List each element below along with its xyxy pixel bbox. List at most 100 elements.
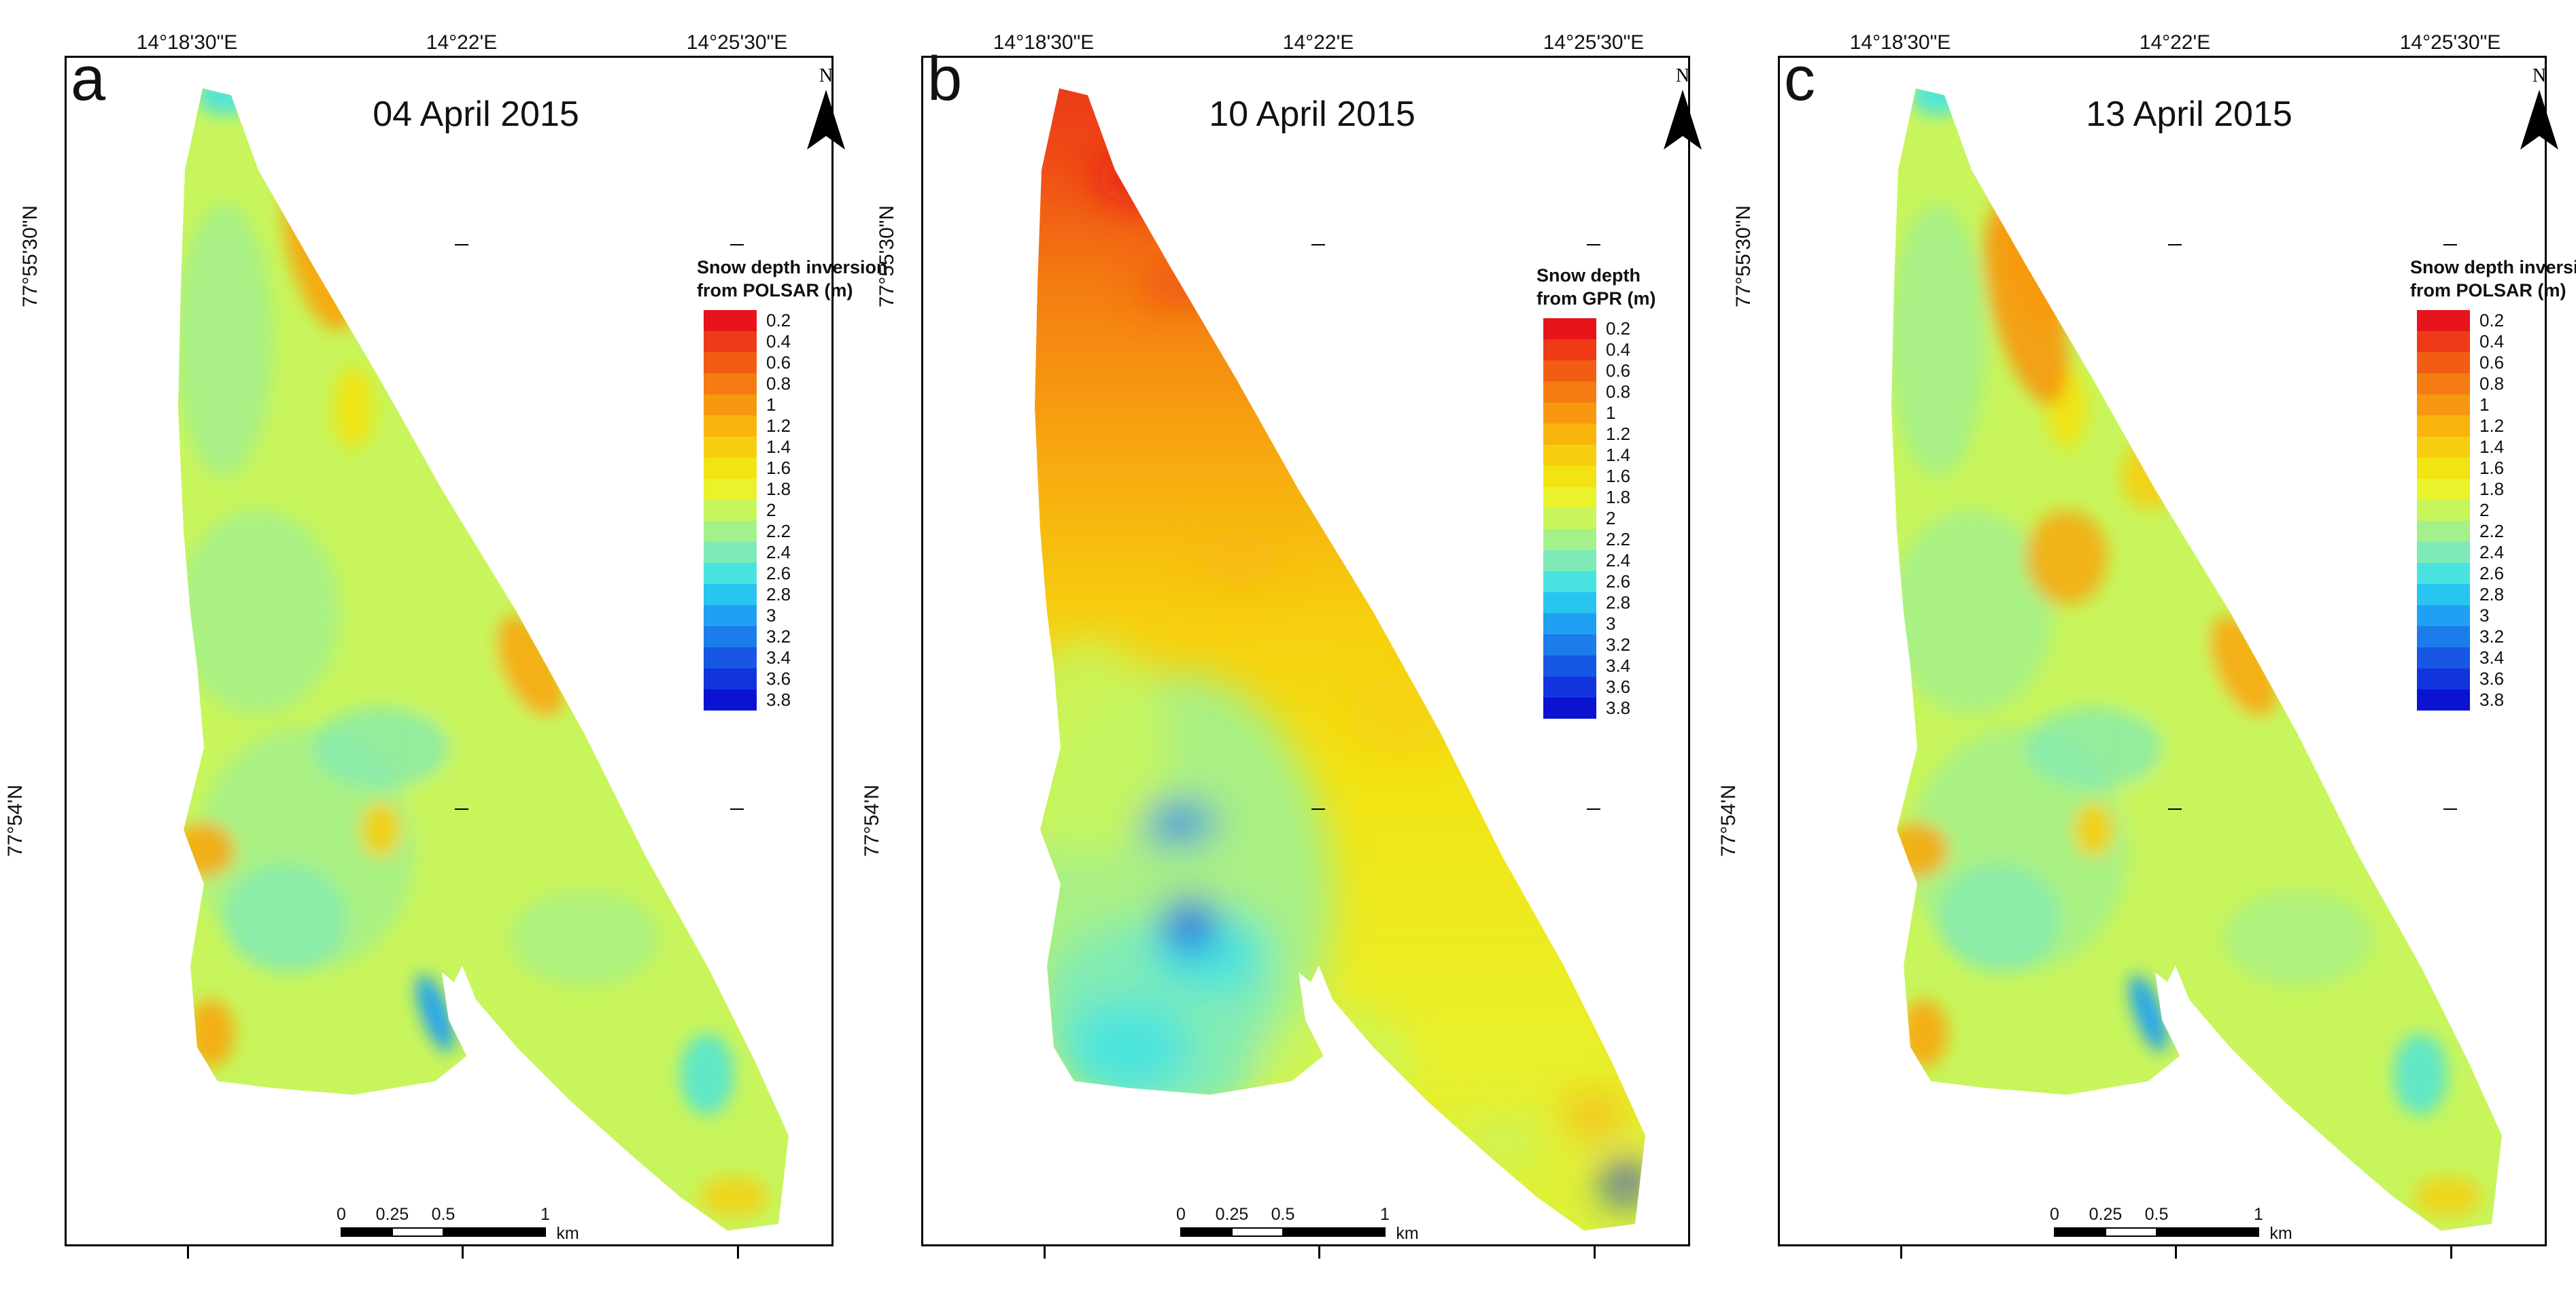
map-panel-c: 14°18'30"E 14°22'E 14°25'30"E 77°55'30"N 77°… — [1713, 0, 2576, 1296]
longitude-tick-mark — [1044, 1246, 1046, 1259]
legend-swatch: 0.8 — [704, 373, 791, 394]
legend-class-label: 1.8 — [766, 479, 791, 499]
legend-swatch: 3.4 — [2417, 647, 2504, 668]
legend-swatch: 0.6 — [704, 352, 791, 373]
legend-swatch: 2.8 — [1543, 592, 1630, 613]
legend-swatch: 1.8 — [1543, 487, 1630, 508]
longitude-tick-label: 14°18'30"E — [1849, 31, 1951, 54]
scale-segment — [2156, 1227, 2259, 1237]
scale-label: 0 — [1176, 1205, 1186, 1224]
depth-patch — [1067, 1000, 1190, 1095]
depth-patch — [1891, 510, 2053, 714]
depth-patch — [224, 864, 347, 972]
scale-label: 1 — [540, 1205, 550, 1224]
depth-patch — [2223, 891, 2373, 986]
scale-unit: km — [1396, 1224, 1419, 1243]
legend-swatch: 2.6 — [704, 563, 791, 584]
legend-class-label: 2.2 — [1606, 529, 1631, 549]
legend-swatch: 3 — [2417, 605, 2489, 626]
depth-patch — [1035, 639, 1169, 857]
longitude-tick-label: 14°22'E — [2139, 31, 2211, 54]
legend-class-label: 3.4 — [766, 647, 791, 668]
scale-label: 1 — [1380, 1205, 1390, 1224]
legend-color-ramp: 0.2 0.4 0.6 0.8 1 1.2 1.4 1.6 1.8 2 2.2 2.4 2.6 2.8 3 3… — [704, 310, 791, 711]
legend-swatch: 2 — [704, 500, 776, 521]
depth-patch — [178, 510, 340, 714]
latitude-tick-label: 77°55'30"N — [1693, 205, 1795, 307]
legend-class-label: 3.4 — [2479, 647, 2505, 668]
legend-title-line: Snow depth — [1536, 265, 1641, 286]
north-arrow-icon: N — [807, 65, 845, 150]
depth-patch — [2414, 1176, 2481, 1217]
scale-label: 0.25 — [2089, 1205, 2123, 1224]
depth-patch — [700, 1176, 768, 1217]
depth-patch — [2393, 1034, 2448, 1115]
legend-swatch: 2 — [2417, 500, 2489, 521]
north-arrow-shape — [807, 90, 845, 150]
legend-swatch: 1 — [704, 394, 776, 415]
legend-swatch: 1.2 — [704, 415, 791, 437]
scale-label: 0.25 — [1215, 1205, 1249, 1224]
legend-swatch: 3.2 — [2417, 626, 2504, 647]
panel-date-title: 13 April 2015 — [2086, 95, 2292, 134]
legend-swatch: 3.6 — [704, 668, 791, 689]
legend-class-label: 3 — [766, 605, 776, 626]
scale-label: 0.5 — [431, 1205, 456, 1224]
legend-swatch: 1.2 — [2417, 415, 2504, 437]
legend-class-label: 3.6 — [766, 668, 791, 689]
depth-patch — [2026, 707, 2162, 789]
legend-class-label: 3.8 — [1606, 698, 1631, 718]
legend-class-label: 0.8 — [1606, 381, 1631, 402]
snow-depth-map — [1891, 88, 2502, 1231]
legend-class-label: 0.2 — [1606, 318, 1631, 339]
depth-patch — [333, 367, 374, 449]
legend-class-label: 1.8 — [1606, 487, 1631, 507]
lagoon-inlet — [2155, 972, 2203, 1061]
legend-swatch: 2.6 — [2417, 563, 2504, 584]
depth-patch — [313, 707, 449, 789]
depth-patch — [178, 823, 235, 877]
depth-patch — [1564, 1091, 1625, 1139]
longitude-tick-label: 14°25'30"E — [2399, 31, 2501, 54]
panel-letter: a — [71, 44, 106, 114]
scale-label: 0.5 — [1271, 1205, 1295, 1224]
legend-swatch: 0.2 — [1543, 318, 1630, 339]
depth-patch — [1604, 1163, 1645, 1204]
snow-depth-map — [1035, 88, 1645, 1231]
legend-class-label: 0.6 — [766, 352, 791, 373]
legend-swatch: 3 — [704, 605, 776, 626]
legend-swatch: 2.8 — [2417, 584, 2504, 605]
depth-patch — [510, 891, 659, 986]
legend-swatch: 2.2 — [704, 521, 791, 542]
legend-swatch: 1.6 — [704, 458, 791, 479]
legend-class-label: 3.2 — [1606, 634, 1631, 655]
legend-class-label: 1.6 — [2479, 458, 2505, 478]
longitude-tick-mark — [187, 1246, 189, 1259]
legend-class-label: 2 — [1606, 508, 1616, 528]
legend-class-label: 2.2 — [2479, 521, 2505, 541]
legend-class-label: 1.4 — [766, 437, 791, 457]
legend-swatch: 0.4 — [704, 331, 791, 352]
latitude-tick-label: 77°54'N — [836, 785, 908, 857]
depth-patch — [1984, 207, 2068, 405]
depth-patch — [178, 204, 272, 476]
latitude-tick-label: 77°55'30"N — [0, 205, 82, 307]
panel-letter: c — [1784, 44, 1815, 114]
legend-swatch: 2.2 — [1543, 529, 1630, 550]
legend-swatch: 1.6 — [1543, 466, 1630, 487]
latitude-tick-text: 77°54'N — [1717, 784, 1740, 857]
north-arrow-shape — [1664, 90, 1702, 150]
legend-swatch: 3.4 — [704, 647, 791, 668]
depth-patch — [2074, 802, 2114, 857]
latitude-tick-text: 77°54'N — [861, 784, 884, 857]
depth-patch — [2121, 442, 2176, 510]
legend-swatch: 2.8 — [704, 584, 791, 605]
north-arrow-icon: N — [2520, 65, 2558, 150]
legend-class-label: 3.6 — [1606, 677, 1631, 697]
legend-swatch: 0.6 — [2417, 352, 2504, 373]
depth-patch — [416, 974, 454, 1052]
depth-patch — [1891, 823, 1948, 877]
north-arrow-shape — [2520, 90, 2558, 150]
legend-swatch: 3.6 — [1543, 677, 1630, 698]
legend-class-label: 3.8 — [766, 689, 791, 710]
